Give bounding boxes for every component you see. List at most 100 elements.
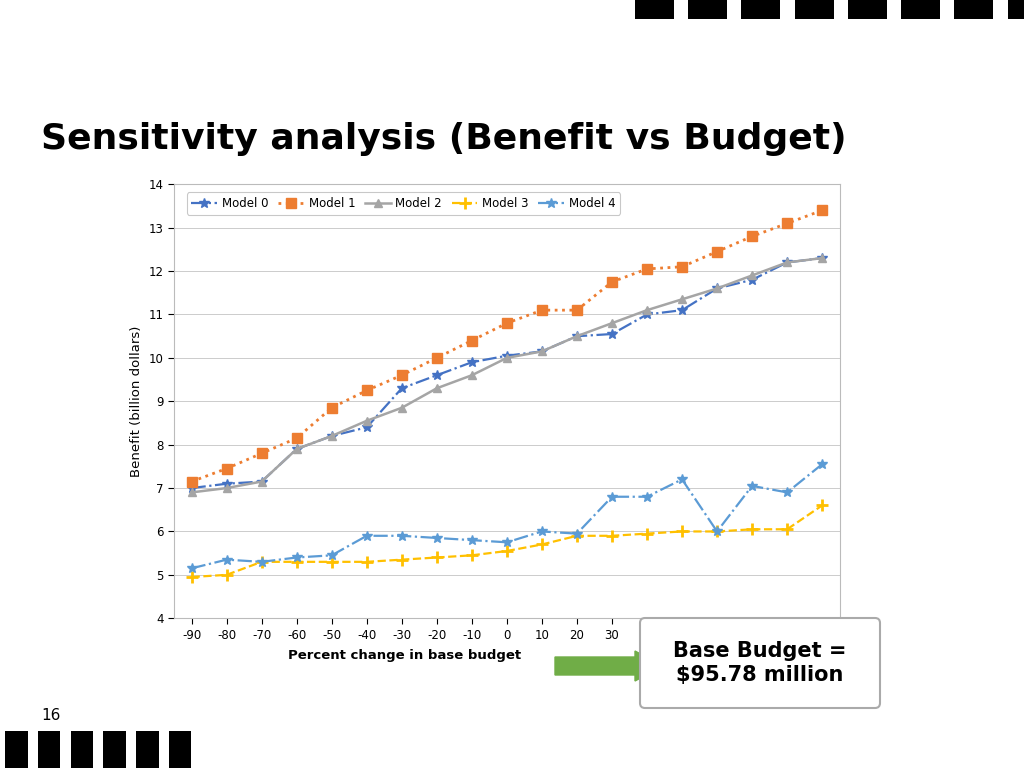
Model 0: [291, 445, 303, 454]
Text: 16: 16: [41, 708, 60, 723]
Model 3: [501, 546, 513, 555]
Model 0: [781, 258, 794, 267]
Model 0: [501, 351, 513, 360]
Line: Model 0: Model 0: [186, 253, 827, 493]
Model 4: [395, 531, 408, 541]
Model 4: [431, 533, 443, 542]
Model 1: [395, 371, 408, 380]
Model 1: [431, 353, 443, 362]
Bar: [848, 0, 887, 18]
Line: Model 3: Model 3: [186, 500, 827, 583]
Model 0: [570, 332, 583, 341]
Model 3: [641, 529, 653, 538]
Model 2: [220, 484, 232, 493]
Model 2: [291, 445, 303, 454]
Model 1: [256, 449, 268, 458]
Model 2: [781, 258, 794, 267]
Bar: [136, 731, 159, 768]
Model 4: [816, 459, 828, 468]
Model 3: [711, 527, 723, 536]
Model 0: [431, 371, 443, 380]
Model 4: [745, 482, 758, 491]
Model 4: [606, 492, 618, 502]
Model 4: [536, 527, 548, 536]
Bar: [795, 0, 834, 18]
Line: Model 1: Model 1: [186, 206, 827, 486]
Model 1: [220, 464, 232, 473]
Model 2: [360, 416, 373, 425]
Model 3: [395, 555, 408, 564]
Model 2: [536, 347, 548, 356]
Model 1: [536, 306, 548, 315]
Model 4: [641, 492, 653, 502]
Model 4: [326, 551, 338, 560]
Text: www.memphis.edu: www.memphis.edu: [905, 744, 1012, 755]
Model 3: [291, 558, 303, 567]
Model 2: [816, 253, 828, 263]
Model 2: [745, 271, 758, 280]
Bar: [688, 0, 727, 18]
Model 1: [711, 247, 723, 257]
Line: Model 2: Model 2: [187, 254, 826, 497]
Model 2: [431, 384, 443, 393]
Model 1: [641, 264, 653, 273]
Model 0: [360, 422, 373, 432]
Model 4: [220, 555, 232, 564]
Model 1: [676, 262, 688, 271]
Model 3: [326, 558, 338, 567]
Model 1: [466, 336, 478, 345]
Bar: [103, 731, 126, 768]
Model 3: [781, 525, 794, 534]
Model 4: [501, 538, 513, 547]
Model 2: [641, 306, 653, 315]
Model 2: [466, 371, 478, 380]
Model 0: [466, 358, 478, 367]
Model 0: [185, 484, 198, 493]
Model 2: [606, 319, 618, 328]
Model 2: [185, 488, 198, 497]
Model 4: [570, 529, 583, 538]
Model 3: [570, 531, 583, 541]
Bar: [901, 0, 940, 18]
Model 0: [326, 432, 338, 441]
Bar: [741, 0, 780, 18]
Model 1: [816, 206, 828, 215]
Text: Sensitivity analysis (Benefit vs Budget): Sensitivity analysis (Benefit vs Budget): [41, 122, 847, 156]
Model 1: [185, 477, 198, 486]
Text: THE UNIVERSITY OF: THE UNIVERSITY OF: [15, 29, 126, 39]
Model 4: [256, 558, 268, 567]
Model 3: [676, 527, 688, 536]
Model 4: [781, 488, 794, 497]
Model 0: [745, 275, 758, 284]
Line: Model 4: Model 4: [186, 459, 827, 573]
Model 2: [570, 332, 583, 341]
Text: MEMPHIS.: MEMPHIS.: [12, 39, 186, 68]
Model 3: [220, 570, 232, 580]
Model 3: [536, 540, 548, 549]
Model 0: [606, 329, 618, 339]
Model 1: [291, 434, 303, 443]
Model 4: [711, 527, 723, 536]
FancyArrow shape: [555, 651, 663, 681]
Text: Percent change in base budget: Percent change in base budget: [288, 649, 521, 662]
Model 0: [711, 284, 723, 293]
Model 1: [781, 219, 794, 228]
Model 3: [745, 525, 758, 534]
Model 3: [185, 572, 198, 581]
Model 3: [360, 558, 373, 567]
Model 2: [256, 477, 268, 486]
Legend: Model 0, Model 1, Model 2, Model 3, Model 4: Model 0, Model 1, Model 2, Model 3, Mode…: [186, 193, 621, 215]
Model 0: [256, 477, 268, 486]
Bar: [5, 731, 28, 768]
Model 3: [816, 501, 828, 510]
Model 1: [326, 403, 338, 412]
Model 3: [606, 531, 618, 541]
Model 3: [256, 558, 268, 567]
Model 2: [501, 353, 513, 362]
Model 2: [395, 403, 408, 412]
Model 2: [676, 295, 688, 304]
Model 0: [220, 479, 232, 488]
FancyBboxPatch shape: [640, 618, 880, 708]
Text: Dreamers. Thinkers. Doers.: Dreamers. Thinkers. Doers.: [731, 55, 1009, 73]
Model 1: [360, 386, 373, 395]
